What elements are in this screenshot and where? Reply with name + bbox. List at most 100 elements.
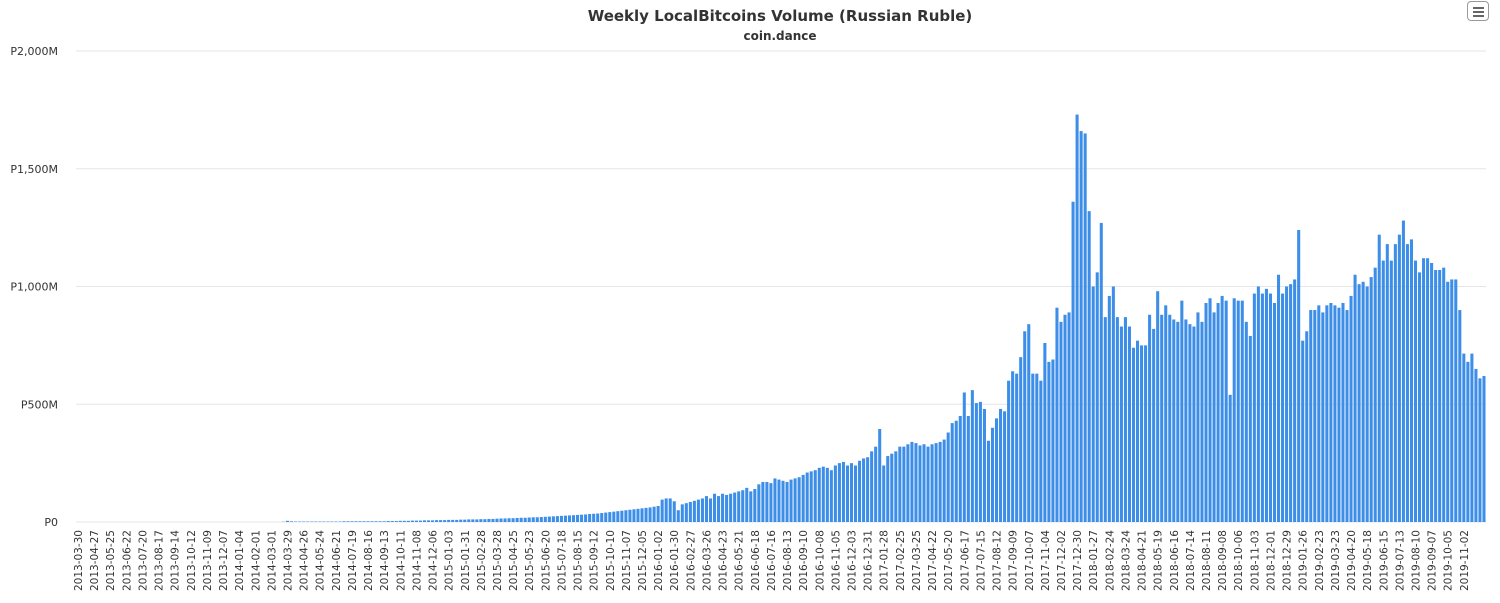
hamburger-menu-icon[interactable] [1467, 1, 1489, 21]
bar[interactable] [407, 521, 410, 522]
bar[interactable] [1124, 317, 1127, 522]
bar[interactable] [713, 494, 716, 522]
bar[interactable] [419, 521, 422, 522]
bar[interactable] [999, 409, 1002, 522]
bar[interactable] [886, 456, 889, 522]
bar[interactable] [560, 516, 563, 522]
bar[interactable] [761, 482, 764, 522]
bar[interactable] [640, 508, 643, 522]
bar[interactable] [1196, 312, 1199, 522]
bar[interactable] [1176, 322, 1179, 522]
bar[interactable] [673, 501, 676, 522]
bar[interactable] [286, 521, 289, 522]
bar[interactable] [786, 482, 789, 522]
bar[interactable] [1269, 294, 1272, 522]
bar[interactable] [838, 463, 841, 522]
bar[interactable] [1406, 244, 1409, 522]
bar[interactable] [773, 478, 776, 522]
bar[interactable] [471, 519, 474, 522]
bar[interactable] [1398, 235, 1401, 522]
bar[interactable] [645, 508, 648, 522]
bar[interactable] [1462, 354, 1465, 522]
bar[interactable] [983, 409, 986, 522]
bar[interactable] [1164, 305, 1167, 522]
bar[interactable] [1341, 303, 1344, 522]
bar[interactable] [403, 521, 406, 522]
bar[interactable] [443, 520, 446, 522]
bar[interactable] [1217, 303, 1220, 522]
bar[interactable] [431, 520, 434, 522]
bar[interactable] [495, 519, 498, 522]
bar[interactable] [1438, 270, 1441, 522]
bar[interactable] [604, 513, 607, 522]
bar[interactable] [1297, 230, 1300, 522]
bar[interactable] [346, 521, 349, 522]
bar[interactable] [810, 471, 813, 522]
bar[interactable] [395, 521, 398, 522]
bar[interactable] [1184, 319, 1187, 522]
bar[interactable] [584, 514, 587, 522]
bar[interactable] [1293, 279, 1296, 522]
bar[interactable] [1329, 303, 1332, 522]
bar[interactable] [1313, 310, 1316, 522]
bar[interactable] [1466, 362, 1469, 522]
bar[interactable] [608, 512, 611, 522]
bar[interactable] [1015, 374, 1018, 522]
bar[interactable] [1434, 270, 1437, 522]
bar[interactable] [1366, 287, 1369, 523]
bar[interactable] [483, 519, 486, 522]
bar[interactable] [1277, 275, 1280, 522]
bar[interactable] [927, 447, 930, 522]
bar[interactable] [612, 512, 615, 522]
bar[interactable] [383, 521, 386, 522]
bar[interactable] [512, 518, 515, 522]
bar[interactable] [1241, 301, 1244, 522]
bar[interactable] [943, 440, 946, 522]
bar[interactable] [1128, 327, 1131, 522]
bar[interactable] [588, 514, 591, 522]
bar[interactable] [1458, 310, 1461, 522]
bar[interactable] [1265, 289, 1268, 522]
bar[interactable] [854, 465, 857, 522]
bar[interactable] [737, 491, 740, 522]
bar[interactable] [963, 392, 966, 522]
bar[interactable] [1156, 291, 1159, 522]
bar[interactable] [681, 504, 684, 522]
bar[interactable] [1370, 277, 1373, 522]
bar[interactable] [918, 445, 921, 522]
bar[interactable] [544, 517, 547, 522]
bar[interactable] [1245, 322, 1248, 522]
bar[interactable] [358, 521, 361, 522]
bar[interactable] [878, 429, 881, 522]
bar[interactable] [959, 416, 962, 522]
bar[interactable] [1249, 336, 1252, 522]
bar[interactable] [375, 521, 378, 522]
bar[interactable] [290, 521, 293, 522]
bar[interactable] [1180, 301, 1183, 522]
bar[interactable] [1007, 381, 1010, 522]
bar[interactable] [1257, 287, 1260, 523]
bar[interactable] [1414, 261, 1417, 522]
bar[interactable] [1088, 211, 1091, 522]
bar[interactable] [902, 447, 905, 522]
bar[interactable] [822, 467, 825, 522]
bar[interactable] [890, 454, 893, 522]
bar[interactable] [1148, 315, 1151, 522]
bar[interactable] [1116, 317, 1119, 522]
bar[interactable] [628, 510, 631, 522]
bar[interactable] [1446, 282, 1449, 522]
bar[interactable] [995, 418, 998, 522]
bar[interactable] [1281, 294, 1284, 522]
bar[interactable] [806, 473, 809, 522]
bar[interactable] [765, 482, 768, 522]
bar[interactable] [874, 447, 877, 522]
bar[interactable] [1112, 287, 1115, 523]
bar[interactable] [1386, 244, 1389, 522]
bar[interactable] [850, 463, 853, 522]
bar[interactable] [399, 521, 402, 522]
bar[interactable] [379, 521, 382, 522]
bar[interactable] [987, 441, 990, 522]
bar[interactable] [463, 520, 466, 522]
bar[interactable] [411, 521, 414, 522]
bar[interactable] [552, 516, 555, 522]
